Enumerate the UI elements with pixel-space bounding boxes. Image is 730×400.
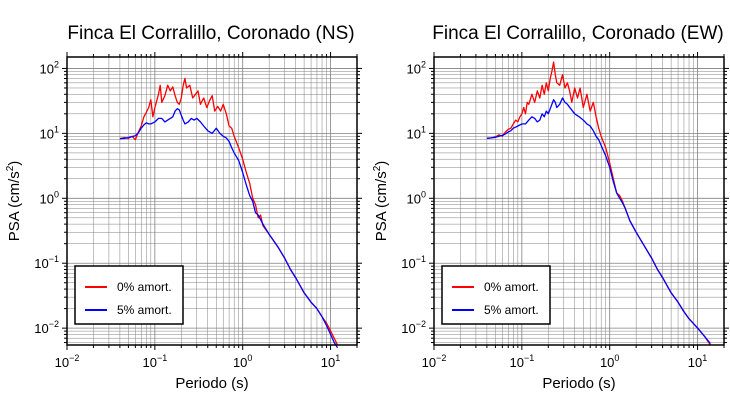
x-axis-label: Periodo (s) xyxy=(542,375,615,392)
y-tick-label: 100 xyxy=(40,189,59,206)
chart-panel-ew: 10−2 10−1 100 101 10−2 10−1 100 101 102 Finca El … xyxy=(372,23,729,392)
grid xyxy=(433,57,725,345)
y-tick-label: 10−2 xyxy=(401,319,426,336)
legend-label-damped: 5% amort. xyxy=(117,303,172,317)
x-tick-label: 101 xyxy=(688,353,707,370)
chart-title: Finca El Corralillo, Coronado (EW) xyxy=(432,23,723,44)
y-axis-label: PSA (cm/s2) xyxy=(5,161,23,242)
y-tick-label: 101 xyxy=(40,124,59,141)
y-tick-label: 10−2 xyxy=(34,319,59,336)
chart-panel-ns: 10−2 10−1 100 101 10−2 10−1 100 101 102 Finca El … xyxy=(5,23,362,392)
x-tick-label: 10−1 xyxy=(142,353,167,370)
x-axis-label: Periodo (s) xyxy=(175,375,248,392)
y-tick-label: 10−1 xyxy=(401,254,426,271)
legend: 0% amort. 5% amort. xyxy=(74,265,184,325)
series-line-damped xyxy=(486,97,711,344)
x-tick-label: 10−2 xyxy=(422,353,447,370)
legend-label-undamped: 0% amort. xyxy=(117,280,172,294)
x-tick-label: 100 xyxy=(233,353,252,370)
x-tick-label: 101 xyxy=(321,353,340,370)
y-tick-label: 102 xyxy=(40,59,59,76)
series-line-damped xyxy=(119,108,339,349)
legend-label-undamped: 0% amort. xyxy=(484,280,539,294)
y-tick-label: 102 xyxy=(407,59,426,76)
legend-box xyxy=(74,265,184,325)
y-tick-label: 100 xyxy=(407,189,426,206)
legend-label-damped: 5% amort. xyxy=(484,303,539,317)
legend: 0% amort. 5% amort. xyxy=(441,265,551,325)
y-tick-label: 101 xyxy=(407,124,426,141)
y-tick-label: 10−1 xyxy=(34,254,59,271)
x-tick-label: 100 xyxy=(600,353,619,370)
y-axis-label: PSA (cm/s2) xyxy=(372,161,390,242)
x-tick-label: 10−2 xyxy=(55,353,80,370)
x-tick-label: 10−1 xyxy=(509,353,534,370)
legend-box xyxy=(441,265,551,325)
chart-title: Finca El Corralillo, Coronado (NS) xyxy=(67,23,354,44)
